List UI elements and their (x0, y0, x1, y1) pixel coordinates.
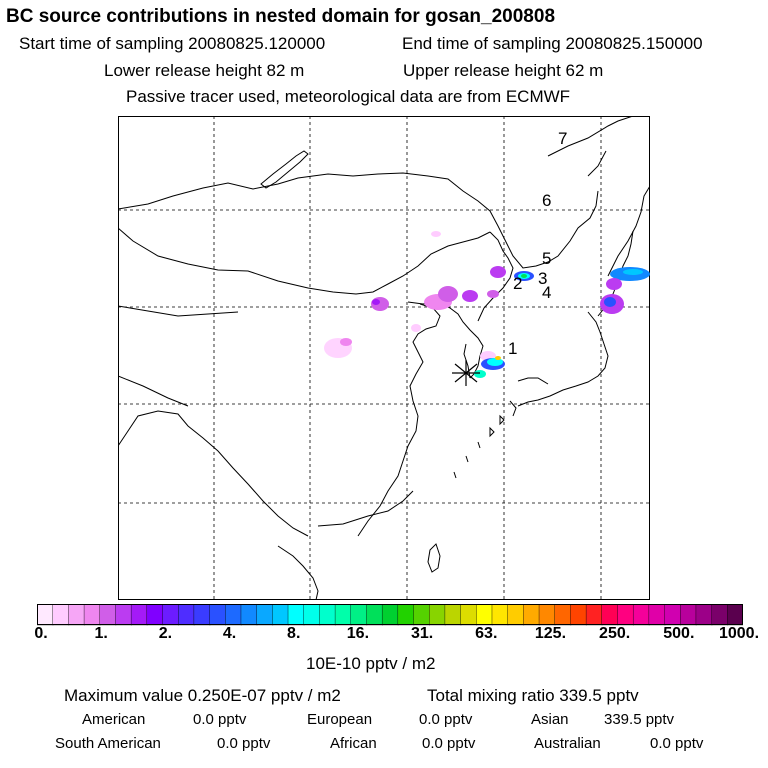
colorbar-cell (476, 604, 493, 626)
map-panel: 1 2 3 4 5 6 7 (118, 116, 650, 600)
colorbar-tick-label: 1000. (718, 625, 760, 642)
colorbar-cell (617, 604, 634, 626)
colorbar-cell (240, 604, 258, 626)
region-value-american: 0.0 pptv (193, 711, 247, 728)
colorbar-tick-label: 4. (222, 625, 237, 642)
region-value-european: 0.0 pptv (419, 711, 473, 728)
colorbar-tick-label: 0. (34, 625, 48, 642)
colorbar-cell (648, 604, 666, 626)
colorbar-cell (319, 604, 336, 626)
colorbar-cell (664, 604, 682, 626)
region-value-south-american: 0.0 pptv (217, 735, 271, 752)
colorbar-cell (366, 604, 383, 626)
colorbar-cell (381, 604, 399, 626)
colorbar-cell (52, 604, 70, 626)
trajectory-label-4: 4 (542, 283, 551, 302)
colorbar-cell (287, 604, 305, 626)
trajectory-label-5: 5 (542, 249, 551, 268)
receptor-marker (452, 360, 480, 386)
region-value-asian: 339.5 pptv (604, 711, 675, 728)
colorbar-cell (68, 604, 85, 626)
colorbar-cell (413, 604, 431, 626)
colorbar (37, 604, 743, 626)
sampling-end: End time of sampling 20080825.150000 (402, 34, 703, 53)
colorbar-cell (209, 604, 227, 626)
colorbar-tick-label: 250. (599, 625, 631, 642)
colorbar-cell (99, 604, 117, 626)
colorbar-cell (727, 604, 743, 626)
colorbar-cell (632, 604, 650, 626)
colorbar-cell (115, 604, 132, 626)
maximum-value: Maximum value 0.250E-07 pptv / m2 (64, 686, 341, 705)
total-mixing-ratio: Total mixing ratio 339.5 pptv (427, 686, 639, 705)
colorbar-tick-label: 8. (287, 625, 301, 642)
colorbar-cell (83, 604, 101, 626)
colorbar-cell (570, 604, 587, 626)
region-value-australian: 0.0 pptv (650, 735, 704, 752)
colorbar-cell (554, 604, 572, 626)
colorbar-cell (162, 604, 180, 626)
tracer-note: Passive tracer used, meteorological data… (126, 87, 571, 106)
release-lower: Lower release height 82 m (104, 61, 305, 80)
colorbar-cell (397, 604, 415, 626)
region-label-african: African (330, 735, 377, 752)
colorbar-cell (177, 604, 195, 626)
colorbar-cell (130, 604, 148, 626)
colorbar-cell (507, 604, 525, 626)
trajectory-label-2: 2 (513, 274, 522, 293)
colorbar-tick-label: 1. (94, 625, 108, 642)
trajectory-label-7: 7 (558, 129, 567, 148)
colorbar-cell (695, 604, 713, 626)
colorbar-tick-label: 500. (663, 625, 695, 642)
colorbar-tick-label: 16. (346, 625, 370, 642)
colorbar-cell (429, 604, 446, 626)
colorbar-cell (444, 604, 462, 626)
colorbar-cell (601, 604, 619, 626)
concentration-plumes (324, 231, 650, 378)
colorbar-cell (256, 604, 274, 626)
colorbar-cell (193, 604, 211, 626)
colorbar-cell (37, 604, 54, 626)
colorbar-unit: 10E-10 pptv / m2 (306, 654, 436, 673)
colorbar-cell (225, 604, 242, 626)
colorbar-cell (460, 604, 478, 626)
page-title: BC source contributions in nested domain… (6, 6, 556, 27)
colorbar-cell (491, 604, 509, 626)
region-label-south-american: South American (55, 735, 161, 752)
region-value-african: 0.0 pptv (422, 735, 476, 752)
trajectory-label-6: 6 (542, 191, 551, 210)
colorbar-cell (711, 604, 729, 626)
release-upper: Upper release height 62 m (403, 61, 604, 80)
colorbar-cell (523, 604, 540, 626)
colorbar-cell (680, 604, 697, 626)
colorbar-tick-label: 2. (158, 625, 173, 642)
colorbar-tick-label: 125. (534, 625, 567, 642)
colorbar-cell (303, 604, 321, 626)
colorbar-tick-label: 63. (475, 625, 498, 642)
region-label-asian: Asian (531, 711, 569, 728)
colorbar-cell (350, 604, 368, 626)
colorbar-cell (585, 604, 603, 626)
sampling-start: Start time of sampling 20080825.120000 (19, 34, 326, 53)
colorbar-cell (272, 604, 289, 626)
colorbar-cell (538, 604, 556, 626)
region-label-australian: Australian (534, 735, 601, 752)
region-label-european: European (307, 711, 373, 728)
colorbar-cell (334, 604, 352, 626)
region-label-american: American (82, 711, 146, 728)
map-frame (118, 116, 650, 600)
trajectory-label-3: 3 (538, 269, 547, 288)
colorbar-tick-label: 31. (410, 625, 434, 642)
trajectory-label-1: 1 (508, 339, 517, 358)
colorbar-cell (146, 604, 164, 626)
